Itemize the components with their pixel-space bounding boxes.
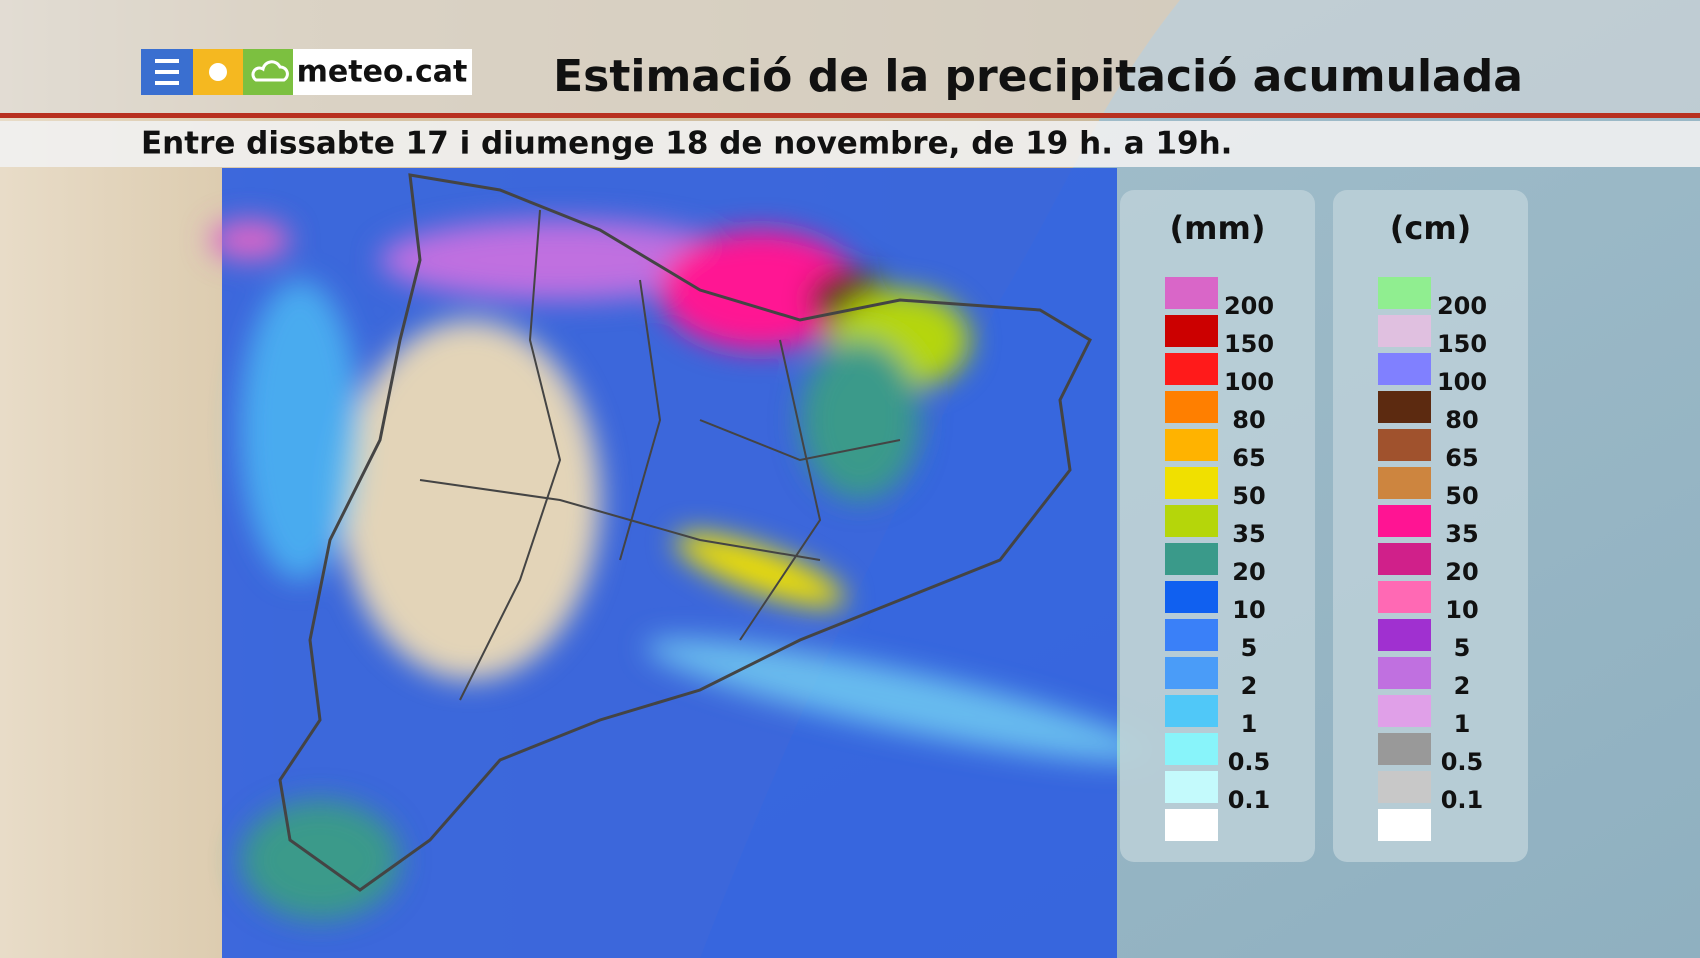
legend-label: 80 [1232,406,1265,434]
legend-label: 80 [1445,406,1478,434]
legend-swatch [1378,809,1431,841]
legend-swatch [1165,771,1218,803]
subtitle-band [0,121,1700,167]
legend-swatch [1378,429,1431,461]
legend-label: 50 [1445,482,1478,510]
legend-label: 100 [1224,368,1274,396]
legend-label: 2 [1454,672,1471,700]
legend-swatch [1378,695,1431,727]
legend-swatch [1378,467,1431,499]
legend-swatch [1165,391,1218,423]
legend-label: 10 [1445,596,1478,624]
legend-label: 65 [1232,444,1265,472]
header-rule [0,113,1700,118]
legend-swatch [1378,277,1431,309]
legend-unit: (mm) [1170,209,1266,247]
precipitation-field [210,168,1155,958]
legend-swatch [1378,619,1431,651]
legend-label: 200 [1224,292,1274,320]
legend-label: 35 [1232,520,1265,548]
legend-swatch [1165,543,1218,575]
legend-swatch [1378,733,1431,765]
legend-label: 20 [1232,558,1265,586]
legend-label: 50 [1232,482,1265,510]
legend-label: 0.1 [1441,786,1484,814]
legend-swatch [1165,467,1218,499]
legends: (mm)2001501008065503520105210.50.1(cm)20… [1120,190,1528,862]
legend-swatch [1165,581,1218,613]
legend-swatch [1165,315,1218,347]
legend-label: 100 [1437,368,1487,396]
legend-label: 1 [1241,710,1258,738]
legend-swatch [1165,353,1218,385]
legend-label: 35 [1445,520,1478,548]
legend-label: 200 [1437,292,1487,320]
legend-swatch [1165,809,1218,841]
subtitle: Entre dissabte 17 i diumenge 18 de novem… [141,126,1232,162]
legend-label: 2 [1241,672,1258,700]
legend-swatch [1165,505,1218,537]
legend-label: 0.1 [1228,786,1271,814]
legend-label: 10 [1232,596,1265,624]
title: Estimació de la precipitació acumulada [553,51,1523,102]
legend-swatch [1165,619,1218,651]
legend-unit: (cm) [1390,209,1472,247]
legend-label: 0.5 [1441,748,1484,776]
legend-label: 5 [1241,634,1258,662]
legend-label: 1 [1454,710,1471,738]
legend-label: 65 [1445,444,1478,472]
legend-swatch [1165,277,1218,309]
legend-label: 150 [1224,330,1274,358]
legend-swatch [1378,543,1431,575]
legend-label: 150 [1437,330,1487,358]
legend-swatch [1165,733,1218,765]
legend-swatch [1378,581,1431,613]
legend-swatch [1165,657,1218,689]
legend-swatch [1378,657,1431,689]
logo-cloud [243,49,293,95]
legend-swatch [1165,429,1218,461]
region-outline [278,173,1092,892]
legend-label: 0.5 [1228,748,1271,776]
logo-text: meteo.cat [297,55,468,90]
county-borders [419,209,901,701]
legend-label: 5 [1454,634,1471,662]
legend-swatch [1378,391,1431,423]
legend-swatch [1378,315,1431,347]
legend-swatch [1165,695,1218,727]
legend-swatch [1378,771,1431,803]
legend-label: 20 [1445,558,1478,586]
legend-swatch [1378,353,1431,385]
legend-swatch [1378,505,1431,537]
logo: meteo.cat [141,49,472,95]
